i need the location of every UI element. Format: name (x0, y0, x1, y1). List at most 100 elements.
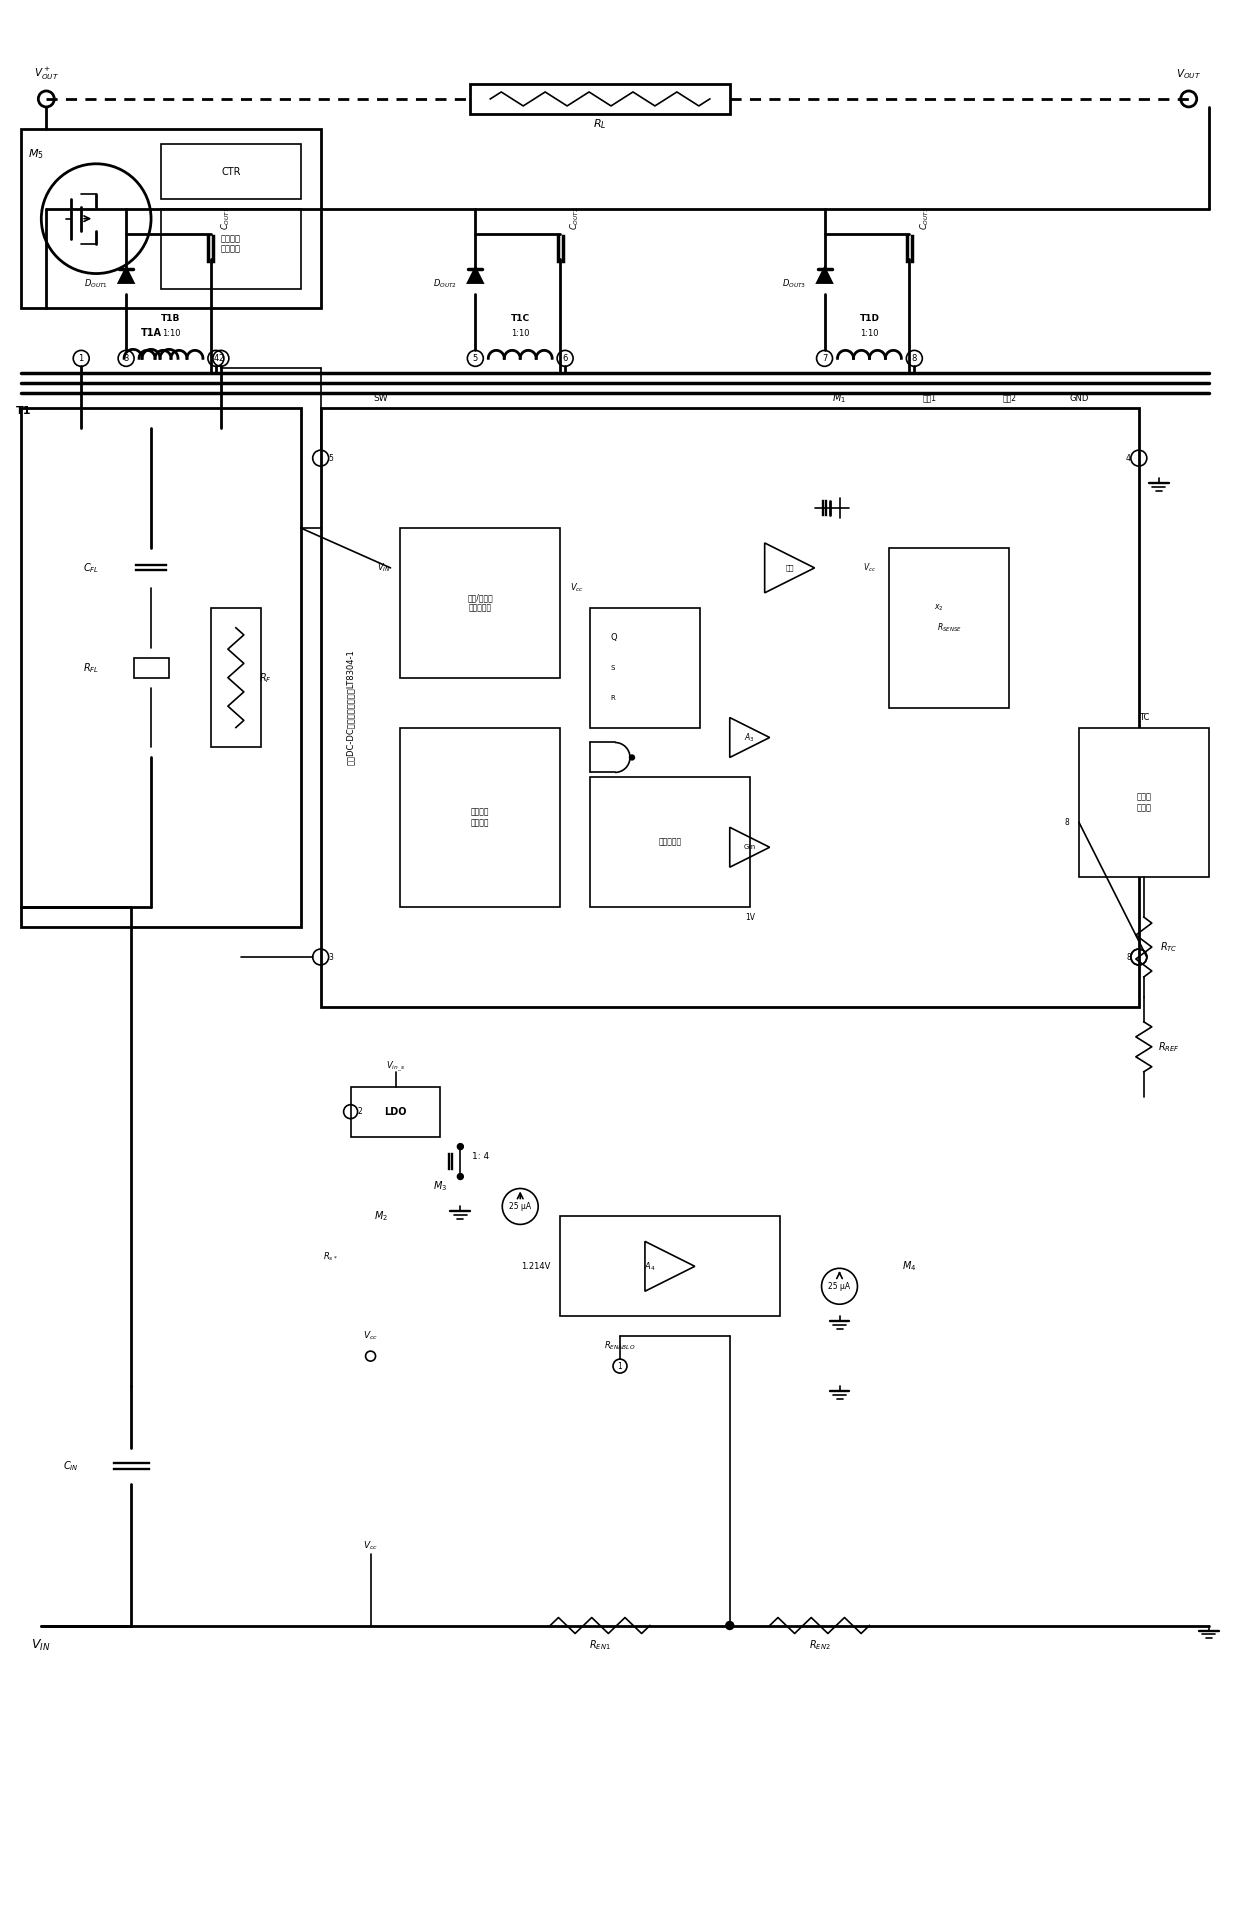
Text: 4: 4 (213, 355, 218, 362)
Circle shape (458, 1174, 464, 1179)
Bar (21, 129, 321, 308)
Text: $R_{TC}$: $R_{TC}$ (1159, 940, 1178, 954)
Text: 1: 1 (618, 1362, 622, 1370)
Polygon shape (817, 268, 832, 283)
Text: $M_4$: $M_4$ (903, 1260, 916, 1274)
Text: 8: 8 (1126, 952, 1131, 962)
Circle shape (630, 755, 635, 759)
Text: 1:10: 1:10 (861, 330, 879, 337)
Text: 采样2: 采样2 (1002, 393, 1016, 403)
Text: 1:10: 1:10 (511, 330, 529, 337)
Text: 2: 2 (218, 355, 223, 362)
Text: $D_{OUT1}$: $D_{OUT1}$ (84, 277, 108, 289)
Text: 启动/参考电
压控制模块: 启动/参考电 压控制模块 (467, 594, 494, 613)
Bar (351, 1087, 440, 1137)
Text: $C_{OUT1}$: $C_{OUT1}$ (219, 206, 232, 231)
Text: $V_{OUT}^+$: $V_{OUT}^+$ (33, 66, 58, 83)
Text: 1: 4: 1: 4 (471, 1152, 489, 1162)
Text: 2: 2 (357, 1108, 362, 1116)
Text: $D_{OUT2}$: $D_{OUT2}$ (433, 277, 458, 289)
Text: $A_4$: $A_4$ (644, 1260, 656, 1272)
Bar (590, 777, 750, 908)
Text: $A_3$: $A_3$ (744, 730, 755, 744)
Text: 1V: 1V (745, 913, 755, 921)
Text: Gm: Gm (744, 844, 755, 850)
Text: 25 μA: 25 μA (510, 1202, 531, 1210)
Text: T1C: T1C (511, 314, 529, 324)
Text: 1.214V: 1.214V (521, 1262, 551, 1270)
Bar (134, 657, 169, 678)
Bar (21, 409, 301, 927)
Text: 驱动: 驱动 (785, 565, 794, 570)
Text: T1D: T1D (859, 314, 879, 324)
Text: 4: 4 (1126, 453, 1131, 462)
Bar (161, 208, 301, 289)
Bar (161, 145, 301, 198)
Text: $M_3$: $M_3$ (433, 1179, 448, 1193)
Text: $D_{OUT3}$: $D_{OUT3}$ (782, 277, 807, 289)
Text: 25 μA: 25 μA (828, 1281, 851, 1291)
Circle shape (458, 1143, 464, 1150)
Text: $R_{EN1}$: $R_{EN1}$ (589, 1638, 611, 1651)
Circle shape (725, 1621, 734, 1630)
Bar (470, 85, 730, 114)
Text: 3: 3 (329, 952, 334, 962)
Text: 晶体振荡器: 晶体振荡器 (658, 838, 682, 846)
Text: $C_{OUT2}$: $C_{OUT2}$ (569, 206, 582, 231)
Bar (560, 1216, 780, 1316)
Text: S: S (610, 665, 614, 671)
Polygon shape (119, 268, 133, 283)
Text: 专用DC-DC开关电源控制芯片LT8304-1: 专用DC-DC开关电源控制芯片LT8304-1 (346, 649, 355, 765)
Text: $V_{in\_s}$: $V_{in\_s}$ (386, 1060, 405, 1073)
Text: T1: T1 (16, 407, 32, 416)
Text: $R_{EN2}$: $R_{EN2}$ (808, 1638, 831, 1651)
Text: R: R (610, 694, 615, 701)
Text: T1A: T1A (140, 328, 161, 339)
Text: $M_5$: $M_5$ (29, 146, 45, 160)
Bar (590, 607, 699, 728)
Text: 温度补
偿模块: 温度补 偿模块 (1136, 792, 1151, 811)
Text: $M_2$: $M_2$ (373, 1210, 388, 1224)
Text: $R_L$: $R_L$ (593, 118, 606, 131)
Bar (1079, 728, 1209, 877)
Text: $C_{IN}$: $C_{IN}$ (63, 1459, 79, 1472)
Text: 8: 8 (911, 355, 918, 362)
Bar (889, 547, 1009, 707)
Text: 输出电压
控制模块: 输出电压 控制模块 (221, 233, 241, 252)
Text: $R_{REF}$: $R_{REF}$ (1158, 1041, 1179, 1054)
Text: 采样1: 采样1 (923, 393, 936, 403)
Text: 8: 8 (1064, 817, 1069, 827)
Text: $R_{s*}$: $R_{s*}$ (324, 1251, 339, 1262)
Text: 1:10: 1:10 (161, 330, 180, 337)
Text: TC: TC (1138, 713, 1149, 723)
Text: 5: 5 (329, 453, 334, 462)
Text: $R_{SENSE}$: $R_{SENSE}$ (937, 622, 962, 634)
Text: $R_{ENABLO}$: $R_{ENABLO}$ (604, 1339, 636, 1353)
Text: $V_{IN}$: $V_{IN}$ (377, 561, 391, 574)
Text: LDO: LDO (384, 1106, 407, 1116)
Text: 边界电流
检测模块: 边界电流 检测模块 (471, 807, 490, 827)
Text: $V_{cc}$: $V_{cc}$ (363, 1540, 378, 1551)
Text: $x_2$: $x_2$ (935, 603, 944, 613)
Text: $R_{FL}$: $R_{FL}$ (83, 661, 99, 674)
Text: $R_F$: $R_F$ (259, 671, 272, 684)
Text: $V_{cc}$: $V_{cc}$ (363, 1330, 378, 1343)
Bar (321, 409, 1138, 1008)
Text: $M_1$: $M_1$ (832, 391, 847, 405)
Text: 3: 3 (124, 355, 129, 362)
Text: $C_{FL}$: $C_{FL}$ (83, 561, 99, 574)
Text: Q: Q (610, 634, 616, 642)
Bar (401, 728, 560, 908)
Text: 5: 5 (472, 355, 477, 362)
Text: $V_{cc}$: $V_{cc}$ (570, 582, 584, 594)
Text: SW: SW (373, 393, 388, 403)
Text: 7: 7 (822, 355, 827, 362)
Text: T1B: T1B (161, 314, 181, 324)
Text: $C_{OUT3}$: $C_{OUT3}$ (918, 206, 930, 231)
Bar (401, 528, 560, 678)
Text: CTR: CTR (221, 168, 241, 177)
Text: $V_{OUT}$: $V_{OUT}$ (1177, 67, 1202, 81)
Text: GND: GND (1069, 393, 1089, 403)
Text: 1: 1 (78, 355, 84, 362)
Bar (211, 607, 260, 748)
